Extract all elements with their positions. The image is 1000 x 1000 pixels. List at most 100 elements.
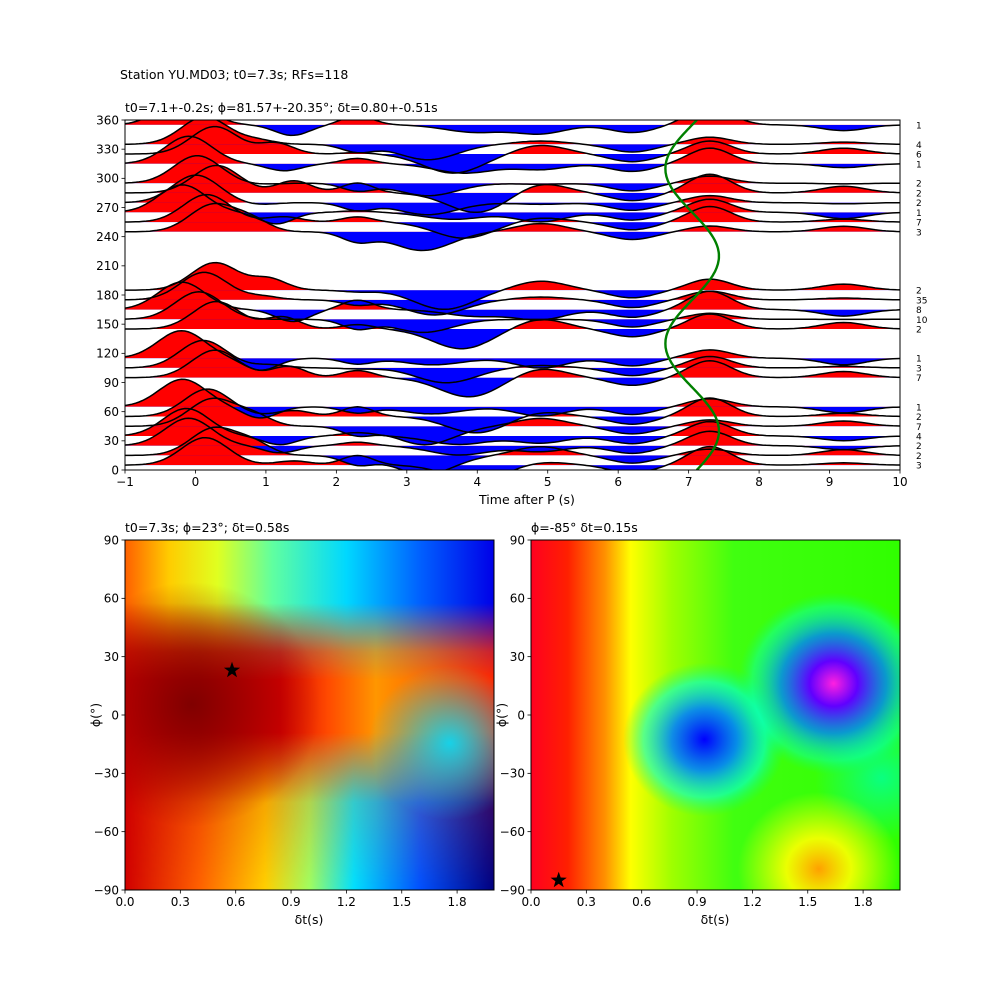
right-y-tick-label: 90 bbox=[510, 533, 525, 547]
trace-negative-fill bbox=[245, 435, 900, 445]
trace-positive-fill bbox=[125, 408, 900, 436]
top-x-tick-label: 9 bbox=[826, 475, 834, 489]
trace-count-label: 7 bbox=[916, 219, 922, 229]
top-y-axis: 0 30 60 90 120 150 180 210 240 270 300 330 360 bbox=[96, 113, 125, 477]
left-x-tick-label: 0.3 bbox=[171, 895, 190, 909]
jet-heatmap-panel: t0=7.3s; ϕ=23°; δt=0.58s 0.0 0.3 0.6 0.9 1.2… bbox=[88, 520, 495, 927]
trace-positive-fill bbox=[125, 272, 900, 300]
trace-positive-fill bbox=[125, 330, 900, 359]
trace-count-label: 6 bbox=[916, 151, 922, 161]
top-y-tick-label: 270 bbox=[96, 201, 119, 215]
trace-positive-fill bbox=[125, 427, 900, 456]
right-y-axis: −90 −60 −30 0 30 60 90 bbox=[500, 533, 531, 897]
top-y-tick-label: 90 bbox=[104, 376, 119, 390]
trace-count-label: 2 bbox=[916, 180, 922, 190]
right-y-tick-label: 60 bbox=[510, 592, 525, 606]
top-y-tick-label: 150 bbox=[96, 317, 119, 331]
trace-line bbox=[125, 125, 900, 174]
top-x-tick-label: 7 bbox=[685, 475, 693, 489]
trace-positive-fill bbox=[125, 136, 900, 164]
top-x-axis: −1 0 1 2 3 4 5 6 7 8 9 10 bbox=[116, 470, 908, 489]
top-x-tick-label: 3 bbox=[403, 475, 411, 489]
trace-line bbox=[125, 329, 900, 371]
top-y-tick-label: 240 bbox=[96, 230, 119, 244]
figure-suptitle: Station YU.MD03; t0=7.3s; RFs=118 bbox=[120, 67, 348, 82]
top-y-tick-label: 300 bbox=[96, 172, 119, 186]
top-y-tick-label: 60 bbox=[104, 405, 119, 419]
trace-count-label: 2 bbox=[916, 287, 922, 297]
right-x-axis: 0.0 0.3 0.6 0.9 1.2 1.5 1.8 bbox=[521, 890, 873, 909]
trace-line bbox=[125, 378, 900, 419]
top-x-axis-label: Time after P (s) bbox=[478, 492, 575, 507]
top-y-tick-label: 180 bbox=[96, 288, 119, 302]
trace-count-label: 2 bbox=[916, 442, 922, 452]
top-y-tick-label: 0 bbox=[111, 463, 119, 477]
left-y-tick-label: 30 bbox=[104, 650, 119, 664]
trace-count-label: 7 bbox=[916, 423, 922, 433]
top-x-tick-label: 0 bbox=[192, 475, 200, 489]
trace-line bbox=[125, 155, 900, 197]
trace-count-label: 35 bbox=[916, 296, 927, 306]
trace-negative-fill bbox=[389, 222, 668, 239]
trace-group bbox=[125, 120, 900, 470]
left-x-axis: 0.0 0.3 0.6 0.9 1.2 1.5 1.8 bbox=[115, 890, 467, 909]
left-x-axis-label: δt(s) bbox=[295, 912, 324, 927]
trace-count-label: 8 bbox=[916, 306, 922, 316]
trace-line bbox=[125, 174, 900, 216]
trace-positive-fill bbox=[125, 126, 900, 155]
left-y-axis-label: ϕ(°) bbox=[88, 703, 103, 727]
right-x-axis-label: δt(s) bbox=[701, 912, 730, 927]
top-x-tick-label: 6 bbox=[614, 475, 622, 489]
right-x-tick-label: 0.6 bbox=[632, 895, 651, 909]
top-x-tick-label: 2 bbox=[333, 475, 341, 489]
right-x-tick-label: 0.3 bbox=[577, 895, 596, 909]
trace-count-label: 1 bbox=[916, 209, 922, 219]
trace-positive-fill bbox=[125, 350, 900, 378]
trace-line bbox=[125, 436, 900, 470]
trace-negative-fill bbox=[248, 309, 900, 322]
right-panel-title: ϕ=-85° δt=0.15s bbox=[531, 520, 638, 535]
trace-positive-fill bbox=[125, 120, 900, 125]
right-y-tick-label: −90 bbox=[500, 883, 525, 897]
trace-count-label: 2 bbox=[916, 413, 922, 423]
top-y-tick-label: 30 bbox=[104, 434, 119, 448]
top-y-tick-label: 360 bbox=[96, 113, 119, 127]
right-y-tick-label: −60 bbox=[500, 825, 525, 839]
trace-count-label: 2 bbox=[916, 326, 922, 336]
trace-count-label: 2 bbox=[916, 199, 922, 209]
trace-line bbox=[125, 407, 900, 446]
trace-count-label: 1 bbox=[916, 121, 922, 131]
left-heatmap-field bbox=[125, 540, 494, 890]
trace-count-label: 1 bbox=[916, 160, 922, 170]
trace-positive-fill bbox=[125, 301, 900, 330]
right-x-tick-label: 1.2 bbox=[743, 895, 762, 909]
left-x-tick-label: 1.5 bbox=[392, 895, 411, 909]
trace-positive-fill bbox=[125, 282, 900, 310]
trace-positive-fill bbox=[125, 184, 900, 213]
left-y-tick-label: 90 bbox=[104, 533, 119, 547]
trace-positive-fill bbox=[125, 389, 900, 417]
trace-line bbox=[125, 388, 900, 434]
trace-negative-fill bbox=[125, 465, 900, 470]
right-y-axis-label: ϕ(°) bbox=[494, 703, 509, 727]
top-x-tick-label: 5 bbox=[544, 475, 552, 489]
top-x-tick-label: 8 bbox=[755, 475, 763, 489]
left-best-fit-star bbox=[223, 661, 241, 678]
trace-line bbox=[125, 271, 900, 316]
trace-count-label: 2 bbox=[916, 189, 922, 199]
top-x-tick-label: −1 bbox=[116, 475, 134, 489]
trace-positive-fill bbox=[125, 120, 900, 145]
trace-line bbox=[125, 291, 900, 334]
right-x-tick-label: 0.9 bbox=[688, 895, 707, 909]
top-y-tick-label: 210 bbox=[96, 259, 119, 273]
trace-line bbox=[125, 261, 900, 311]
trace-line bbox=[125, 339, 900, 384]
trace-negative-fill bbox=[255, 183, 900, 196]
right-x-tick-label: 1.5 bbox=[798, 895, 817, 909]
left-panel-title: t0=7.3s; ϕ=23°; δt=0.58s bbox=[125, 520, 289, 535]
left-x-tick-label: 0.6 bbox=[226, 895, 245, 909]
trace-line bbox=[125, 164, 900, 214]
trace-negative-fill bbox=[310, 299, 672, 315]
right-y-tick-label: 30 bbox=[510, 650, 525, 664]
top-y-tick-label: 330 bbox=[96, 142, 119, 156]
